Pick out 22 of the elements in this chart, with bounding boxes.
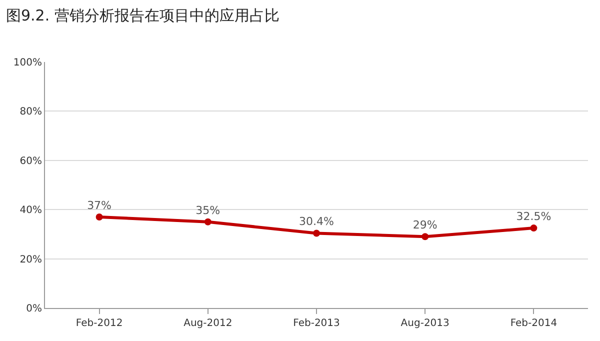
data-label: 32.5% — [516, 210, 552, 223]
data-label: 29% — [412, 218, 438, 232]
y-tick-label: 80% — [20, 106, 42, 118]
point — [313, 230, 320, 237]
data-label: 35% — [196, 204, 220, 217]
x-tick-label: Aug-2013 — [400, 318, 450, 329]
y-tick-label: 0% — [26, 304, 42, 314]
y-tick-label: 60% — [20, 156, 42, 167]
data-label: 37% — [87, 198, 112, 212]
data-label: 30.4% — [299, 215, 334, 228]
y-tick-label: 20% — [20, 254, 42, 266]
x-tick-label: Aug-2012 — [184, 318, 232, 329]
point — [530, 224, 538, 232]
point — [96, 213, 103, 220]
y-tick-label: 100% — [13, 58, 42, 68]
x-tick-label: Feb-2013 — [293, 318, 340, 329]
x-tick-label: Feb-2014 — [510, 318, 558, 329]
point — [204, 218, 212, 226]
chart-title: 图9.2. 营销分析报告在项目中的应用占比 — [6, 6, 280, 25]
point — [422, 233, 429, 240]
x-tick-label: Feb-2012 — [76, 318, 123, 329]
y-tick-label: 40% — [20, 205, 42, 216]
